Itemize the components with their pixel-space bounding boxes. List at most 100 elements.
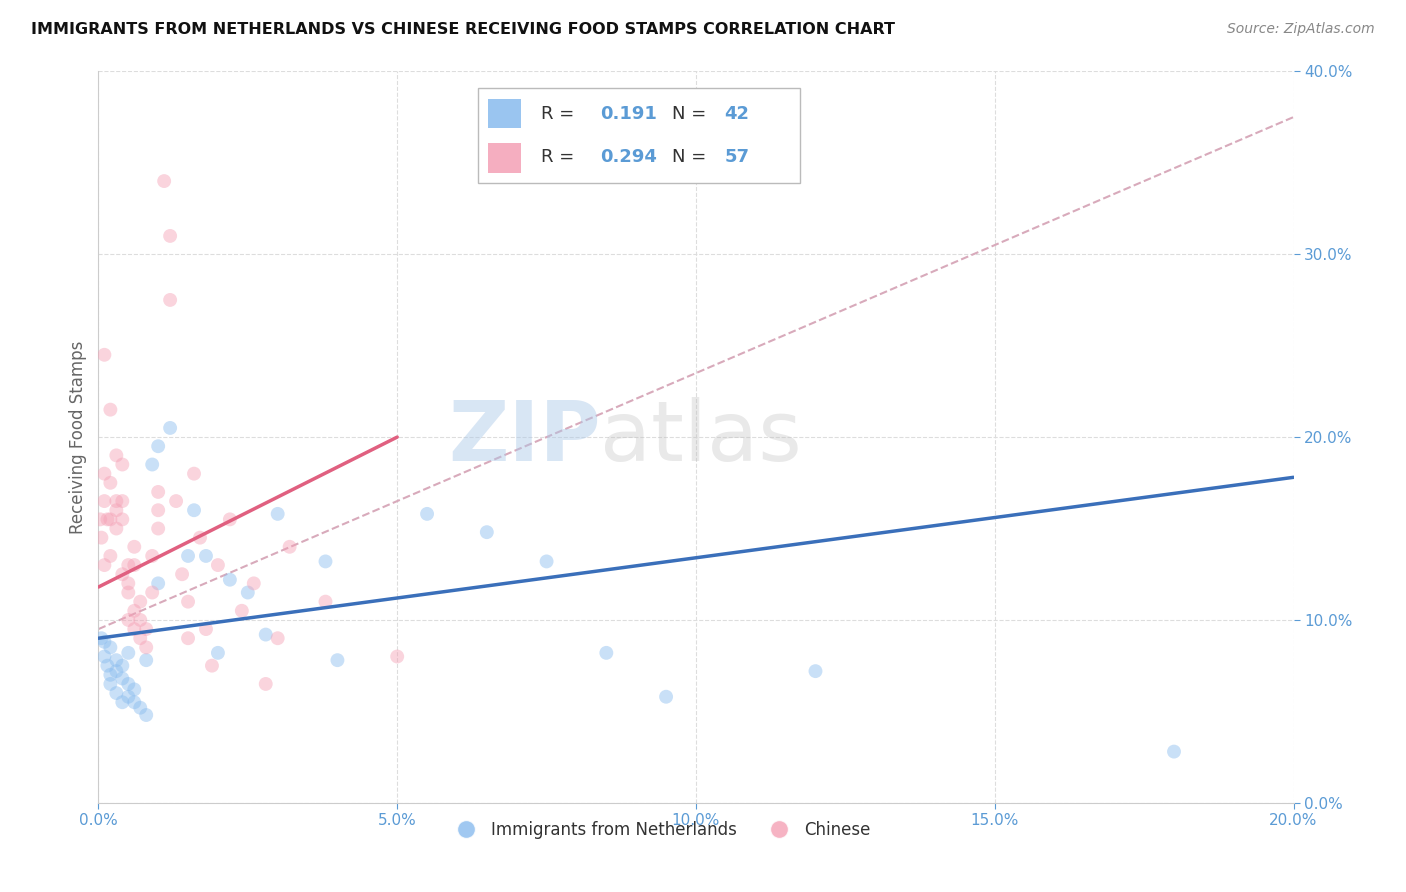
Text: ZIP: ZIP — [449, 397, 600, 477]
Point — [183, 503, 205, 517]
Point — [135, 653, 157, 667]
Point — [105, 503, 128, 517]
Point — [195, 622, 218, 636]
Point — [536, 554, 558, 568]
Point — [124, 622, 146, 636]
Point — [117, 646, 139, 660]
Point — [159, 293, 181, 307]
Point — [90, 531, 112, 545]
Point — [124, 604, 146, 618]
Point — [129, 594, 152, 608]
Point — [124, 695, 146, 709]
Text: atlas: atlas — [600, 397, 801, 477]
Point — [135, 622, 157, 636]
Point — [98, 549, 122, 563]
Point — [111, 512, 134, 526]
Point — [124, 682, 146, 697]
Point — [129, 632, 152, 646]
Point — [148, 503, 170, 517]
Point — [98, 677, 122, 691]
Point — [98, 640, 122, 655]
Point — [93, 348, 115, 362]
Point — [93, 635, 115, 649]
Point — [135, 708, 157, 723]
Point — [804, 664, 827, 678]
Point — [111, 672, 134, 686]
Point — [98, 667, 122, 681]
Point — [129, 700, 152, 714]
Point — [177, 632, 200, 646]
Legend: Immigrants from Netherlands, Chinese: Immigrants from Netherlands, Chinese — [443, 814, 877, 846]
Point — [135, 640, 157, 655]
Point — [315, 554, 337, 568]
Point — [172, 567, 194, 582]
Point — [129, 613, 152, 627]
Point — [188, 531, 211, 545]
Point — [201, 658, 224, 673]
Point — [165, 494, 187, 508]
Point — [243, 576, 266, 591]
Point — [141, 458, 163, 472]
Point — [93, 467, 115, 481]
Point — [117, 585, 139, 599]
Point — [159, 421, 181, 435]
Point — [90, 632, 112, 646]
Point — [111, 494, 134, 508]
Point — [153, 174, 176, 188]
Point — [177, 549, 200, 563]
Point — [117, 677, 139, 691]
Point — [141, 585, 163, 599]
Point — [207, 558, 229, 573]
Point — [159, 229, 181, 244]
Point — [117, 690, 139, 704]
Point — [117, 576, 139, 591]
Point — [111, 458, 134, 472]
Point — [416, 507, 439, 521]
Point — [93, 494, 115, 508]
Point — [105, 494, 128, 508]
Point — [254, 677, 277, 691]
Point — [655, 690, 678, 704]
Y-axis label: Receiving Food Stamps: Receiving Food Stamps — [69, 341, 87, 533]
Point — [207, 646, 229, 660]
Point — [385, 649, 409, 664]
Point — [148, 576, 170, 591]
Point — [148, 439, 170, 453]
Text: Source: ZipAtlas.com: Source: ZipAtlas.com — [1227, 22, 1375, 37]
Point — [254, 627, 277, 641]
Point — [315, 594, 337, 608]
Point — [96, 658, 118, 673]
Point — [236, 585, 259, 599]
Point — [98, 402, 122, 417]
Text: IMMIGRANTS FROM NETHERLANDS VS CHINESE RECEIVING FOOD STAMPS CORRELATION CHART: IMMIGRANTS FROM NETHERLANDS VS CHINESE R… — [31, 22, 896, 37]
Point — [111, 695, 134, 709]
Point — [105, 653, 128, 667]
Point — [124, 540, 146, 554]
Point — [595, 646, 617, 660]
Point — [93, 649, 115, 664]
Point — [267, 632, 290, 646]
Point — [111, 567, 134, 582]
Point — [195, 549, 218, 563]
Point — [105, 521, 128, 535]
Point — [117, 558, 139, 573]
Point — [475, 525, 498, 540]
Point — [105, 686, 128, 700]
Point — [183, 467, 205, 481]
Point — [148, 521, 170, 535]
Point — [93, 558, 115, 573]
Point — [89, 512, 111, 526]
Point — [148, 485, 170, 500]
Point — [219, 573, 242, 587]
Point — [117, 613, 139, 627]
Point — [231, 604, 253, 618]
Point — [105, 664, 128, 678]
Point — [267, 507, 290, 521]
Point — [326, 653, 349, 667]
Point — [96, 512, 118, 526]
Point — [278, 540, 301, 554]
Point — [1163, 745, 1185, 759]
Point — [98, 475, 122, 490]
Point — [124, 558, 146, 573]
Point — [98, 512, 122, 526]
